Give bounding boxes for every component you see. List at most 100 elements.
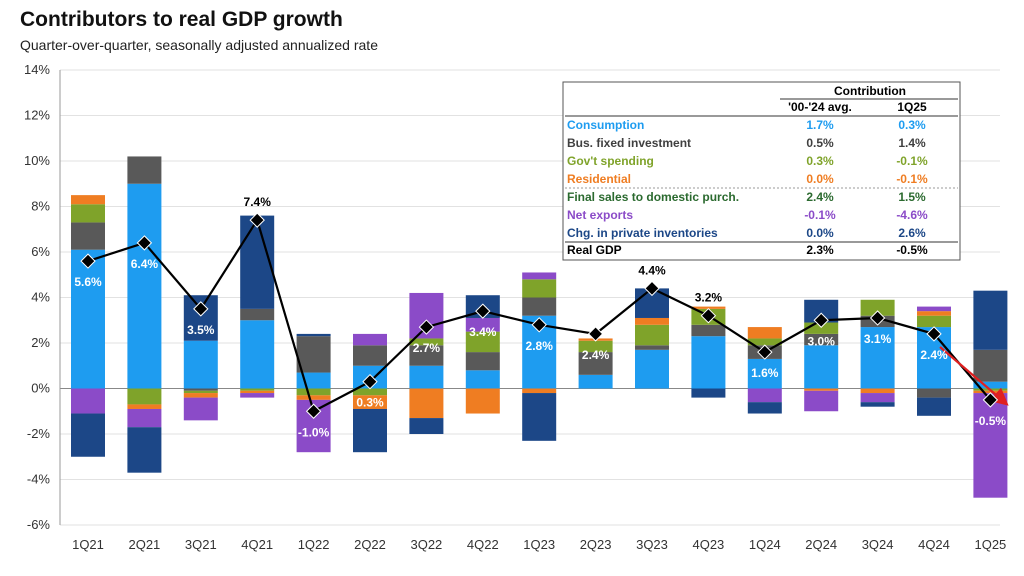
- x-tick-label: 3Q22: [410, 537, 442, 552]
- gdp-data-label: 3.0%: [808, 334, 836, 348]
- legend-row-last: 1.5%: [898, 190, 926, 204]
- gdp-data-label: 0.3%: [356, 396, 384, 410]
- gdp-data-label: 4.4%: [638, 263, 666, 277]
- x-tick-label: 1Q21: [72, 537, 104, 552]
- legend-row-label: Final sales to domestic purch.: [567, 190, 739, 204]
- bar-net_exports-3Q21: [183, 397, 218, 421]
- gdp-marker: [644, 280, 660, 297]
- bar-business_investment-1Q22: [296, 336, 331, 373]
- gdp-data-label: 2.8%: [526, 339, 554, 353]
- gdp-marker: [813, 312, 829, 328]
- bar-consumption-1Q25: [973, 381, 1008, 389]
- bar-consumption-1Q24: [747, 358, 782, 389]
- x-tick-label: 4Q22: [467, 537, 499, 552]
- bars-layer: [71, 156, 1008, 498]
- gdp-marker: [362, 373, 378, 390]
- bar-business_investment-4Q22: [465, 352, 500, 371]
- legend-row-last: -0.1%: [896, 172, 928, 186]
- legend-row-last: -0.1%: [896, 154, 928, 168]
- bar-government-4Q21: [240, 388, 275, 391]
- y-tick-label: -2%: [27, 426, 51, 441]
- bar-business_investment-1Q23: [522, 297, 557, 316]
- bar-government-3Q21: [183, 390, 218, 394]
- bar-residential-4Q23: [691, 306, 726, 309]
- bar-business_investment-2Q21: [127, 156, 162, 184]
- y-tick-label: 14%: [24, 62, 50, 77]
- gdp-data-label: 3.5%: [187, 323, 215, 337]
- bar-inventories-1Q23: [522, 393, 557, 441]
- legend-col-avg: '00-'24 avg.: [788, 100, 852, 114]
- bar-business_investment-3Q21: [183, 388, 218, 391]
- bar-business_investment-2Q24: [804, 333, 839, 346]
- gdp-marker: [418, 319, 435, 335]
- x-tick-label: 2Q22: [354, 537, 386, 552]
- bar-consumption-4Q23: [691, 336, 726, 389]
- legend-row-label: Consumption: [567, 118, 644, 132]
- bar-government-1Q23: [522, 279, 557, 298]
- bar-consumption-3Q23: [635, 349, 669, 389]
- gdp-marker: [587, 326, 604, 342]
- gdp-marker: [757, 344, 773, 360]
- bar-consumption-3Q21: [183, 340, 218, 389]
- legend-row-label: Gov't spending: [567, 154, 654, 168]
- y-axis: -6% -4% -2% 0% 2% 4% 6% 8% 10% 12% 14%: [24, 62, 61, 532]
- x-tick-label: 1Q25: [974, 537, 1006, 552]
- bar-net_exports-4Q22: [465, 317, 500, 332]
- x-tick-label: 1Q24: [749, 537, 781, 552]
- x-tick-label: 4Q24: [918, 537, 950, 552]
- chart-subtitle: Quarter-over-quarter, seasonally adjuste…: [20, 37, 378, 53]
- legend-row-avg: 0.5%: [806, 136, 834, 150]
- bar-inventories-2Q22: [353, 408, 387, 453]
- bar-government-4Q22: [465, 331, 500, 353]
- gdp-data-label: 1.6%: [751, 366, 779, 380]
- gdp-data-label: 6.4%: [131, 257, 159, 271]
- bar-consumption-1Q22: [296, 372, 331, 389]
- bar-residential-3Q22: [409, 388, 444, 419]
- bar-consumption-4Q22: [465, 370, 500, 389]
- chart-title: Contributors to real GDP growth: [20, 8, 343, 31]
- x-axis: 1Q21 2Q21 3Q21 4Q21 1Q22 2Q22 3Q22 4Q22 1Q23 2Q23…: [72, 537, 1006, 552]
- x-tick-label: 4Q23: [692, 537, 724, 552]
- legend-row-label: Residential: [567, 172, 631, 186]
- gdp-data-label: 2.4%: [582, 348, 610, 362]
- bar-inventories-4Q24: [917, 397, 951, 416]
- gdp-data-label: 2.4%: [920, 348, 948, 362]
- bar-residential-1Q24: [747, 327, 782, 339]
- gdp-data-label: 3.4%: [469, 325, 497, 339]
- bar-government-1Q24: [747, 338, 782, 346]
- legend-col-last: 1Q25: [897, 100, 927, 114]
- bar-business_investment-2Q22: [353, 345, 387, 366]
- bar-government-1Q21: [71, 204, 105, 223]
- bar-government-2Q23: [578, 340, 613, 353]
- bar-business_investment-3Q23: [635, 345, 669, 350]
- gdp-data-label: 5.6%: [74, 275, 102, 289]
- legend-row-last: 1.4%: [898, 136, 926, 150]
- x-tick-label: 3Q24: [862, 537, 894, 552]
- bar-business_investment-1Q21: [71, 222, 105, 250]
- bar-consumption-4Q21: [240, 320, 275, 389]
- bar-government-2Q21: [127, 388, 162, 405]
- legend-row-label: Real GDP: [567, 243, 622, 257]
- legend-header: Contribution: [834, 84, 906, 98]
- bar-government-3Q22: [409, 338, 444, 346]
- legend-row-avg: 2.4%: [806, 190, 834, 204]
- y-tick-label: -6%: [27, 517, 51, 532]
- decline-arrow: [939, 346, 1009, 406]
- bar-net_exports-2Q21: [127, 408, 162, 428]
- gdp-data-label: -0.5%: [975, 414, 1007, 428]
- bar-residential-1Q23: [522, 388, 557, 394]
- bar-government-2Q22: [353, 388, 387, 396]
- bar-business_investment-4Q23: [691, 324, 726, 337]
- legend-row-last: 2.6%: [898, 226, 926, 240]
- bar-residential-1Q22: [296, 395, 331, 400]
- bar-residential-1Q21: [71, 195, 105, 205]
- bar-government-1Q22: [296, 388, 331, 396]
- bar-residential-3Q24: [860, 388, 895, 394]
- bar-consumption-2Q24: [804, 345, 839, 389]
- contribution-table: Contribution '00-'24 avg. 1Q25 Consumption 1…: [562, 81, 961, 261]
- y-tick-label: 2%: [31, 335, 50, 350]
- gdp-marker: [249, 212, 265, 228]
- y-tick-label: 12%: [24, 108, 50, 123]
- bar-net_exports-3Q24: [860, 393, 895, 403]
